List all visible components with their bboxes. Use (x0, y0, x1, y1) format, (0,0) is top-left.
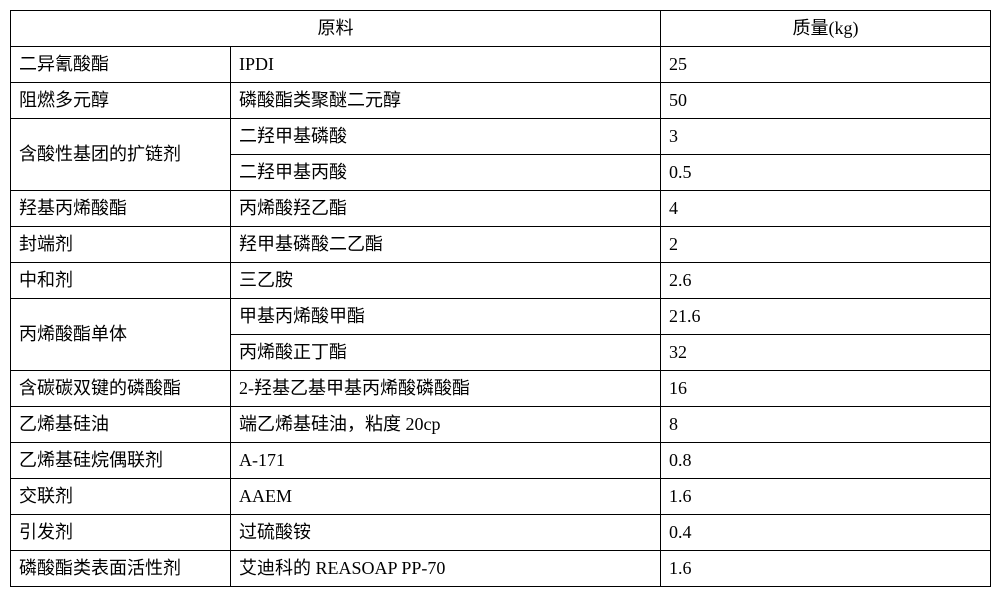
cell-name: 磷酸酯类聚醚二元醇 (231, 83, 661, 119)
cell-category: 引发剂 (11, 515, 231, 551)
table-header-row: 原料 质量(kg) (11, 11, 991, 47)
cell-mass: 0.5 (661, 155, 991, 191)
cell-category: 含碳碳双键的磷酸酯 (11, 371, 231, 407)
cell-name: 端乙烯基硅油，粘度 20cp (231, 407, 661, 443)
cell-mass: 0.8 (661, 443, 991, 479)
cell-name: 艾迪科的 REASOAP PP-70 (231, 551, 661, 587)
cell-name: 丙烯酸正丁酯 (231, 335, 661, 371)
cell-mass: 21.6 (661, 299, 991, 335)
header-mass: 质量(kg) (661, 11, 991, 47)
cell-mass: 2 (661, 227, 991, 263)
cell-mass: 4 (661, 191, 991, 227)
cell-category: 磷酸酯类表面活性剂 (11, 551, 231, 587)
table-body: 原料 质量(kg) 二异氰酸酯 IPDI 25 阻燃多元醇 磷酸酯类聚醚二元醇 … (11, 11, 991, 587)
cell-name: 二羟甲基磷酸 (231, 119, 661, 155)
cell-category: 封端剂 (11, 227, 231, 263)
header-raw: 原料 (11, 11, 661, 47)
cell-category: 交联剂 (11, 479, 231, 515)
cell-name: 丙烯酸羟乙酯 (231, 191, 661, 227)
cell-name: 羟甲基磷酸二乙酯 (231, 227, 661, 263)
materials-table: 原料 质量(kg) 二异氰酸酯 IPDI 25 阻燃多元醇 磷酸酯类聚醚二元醇 … (10, 10, 991, 587)
cell-name: 三乙胺 (231, 263, 661, 299)
table-row: 乙烯基硅油 端乙烯基硅油，粘度 20cp 8 (11, 407, 991, 443)
table-row: 阻燃多元醇 磷酸酯类聚醚二元醇 50 (11, 83, 991, 119)
cell-mass: 3 (661, 119, 991, 155)
cell-mass: 16 (661, 371, 991, 407)
cell-category: 中和剂 (11, 263, 231, 299)
cell-mass: 25 (661, 47, 991, 83)
cell-name: 2-羟基乙基甲基丙烯酸磷酸酯 (231, 371, 661, 407)
table-row: 磷酸酯类表面活性剂 艾迪科的 REASOAP PP-70 1.6 (11, 551, 991, 587)
cell-mass: 8 (661, 407, 991, 443)
cell-name: A-171 (231, 443, 661, 479)
table-row: 含碳碳双键的磷酸酯 2-羟基乙基甲基丙烯酸磷酸酯 16 (11, 371, 991, 407)
cell-name: IPDI (231, 47, 661, 83)
cell-category: 乙烯基硅油 (11, 407, 231, 443)
cell-mass: 50 (661, 83, 991, 119)
cell-category: 二异氰酸酯 (11, 47, 231, 83)
cell-category: 乙烯基硅烷偶联剂 (11, 443, 231, 479)
cell-mass: 1.6 (661, 551, 991, 587)
table-row: 引发剂 过硫酸铵 0.4 (11, 515, 991, 551)
cell-mass: 32 (661, 335, 991, 371)
table-row: 中和剂 三乙胺 2.6 (11, 263, 991, 299)
table-row: 含酸性基团的扩链剂 二羟甲基磷酸 3 (11, 119, 991, 155)
cell-name: 甲基丙烯酸甲酯 (231, 299, 661, 335)
cell-name: 二羟甲基丙酸 (231, 155, 661, 191)
cell-name: 过硫酸铵 (231, 515, 661, 551)
table-row: 二异氰酸酯 IPDI 25 (11, 47, 991, 83)
table-row: 交联剂 AAEM 1.6 (11, 479, 991, 515)
cell-category: 羟基丙烯酸酯 (11, 191, 231, 227)
table-row: 乙烯基硅烷偶联剂 A-171 0.8 (11, 443, 991, 479)
table-row: 羟基丙烯酸酯 丙烯酸羟乙酯 4 (11, 191, 991, 227)
cell-category: 阻燃多元醇 (11, 83, 231, 119)
cell-name: AAEM (231, 479, 661, 515)
cell-category: 丙烯酸酯单体 (11, 299, 231, 371)
cell-mass: 0.4 (661, 515, 991, 551)
table-row: 封端剂 羟甲基磷酸二乙酯 2 (11, 227, 991, 263)
cell-category: 含酸性基团的扩链剂 (11, 119, 231, 191)
table-row: 丙烯酸酯单体 甲基丙烯酸甲酯 21.6 (11, 299, 991, 335)
cell-mass: 1.6 (661, 479, 991, 515)
cell-mass: 2.6 (661, 263, 991, 299)
